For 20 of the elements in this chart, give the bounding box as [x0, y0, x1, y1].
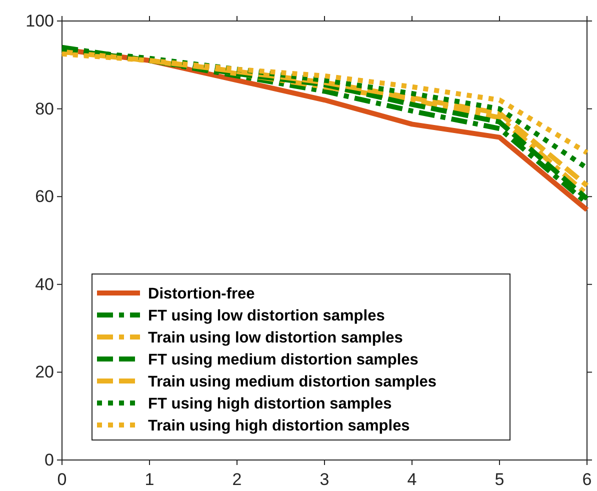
x-tick-label: 1 [144, 470, 154, 489]
legend-label: Train using low distortion samples [148, 329, 403, 346]
y-tick-label: 0 [44, 450, 54, 470]
legend-label: FT using medium distortion samples [148, 351, 418, 368]
y-tick-label: 60 [35, 187, 54, 206]
legend-label: Train using high distortion samples [148, 417, 410, 434]
y-tick-label: 40 [35, 274, 54, 294]
y-tick-label: 80 [35, 99, 54, 118]
legend-label: FT using low distortion samples [148, 307, 385, 324]
x-tick-label: 0 [57, 470, 67, 489]
legend-label: Train using medium distortion samples [148, 373, 437, 390]
y-tick-label: 100 [26, 11, 54, 30]
x-tick-label: 4 [407, 470, 417, 489]
x-tick-label: 3 [320, 470, 330, 489]
x-tick-label: 2 [232, 470, 242, 489]
legend-label: FT using high distortion samples [148, 395, 392, 412]
x-tick-label: 6 [582, 470, 592, 489]
legend-label: Distortion-free [148, 285, 256, 302]
x-tick-label: 5 [494, 470, 504, 489]
y-tick-label: 20 [35, 362, 54, 382]
